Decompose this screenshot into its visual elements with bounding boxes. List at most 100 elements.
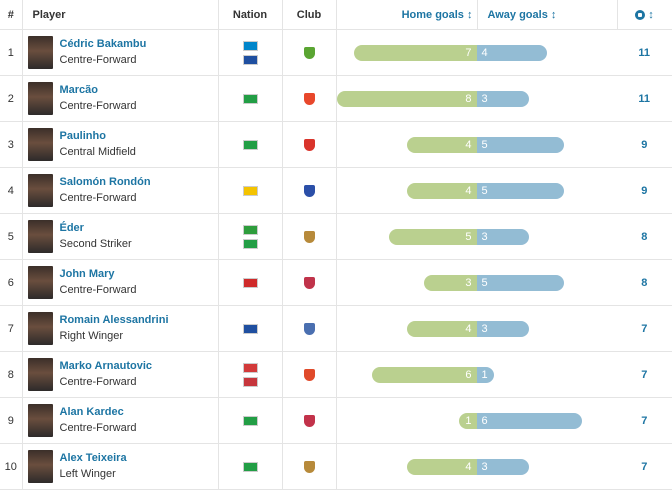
goals-bar-cell: 8 3 bbox=[336, 76, 617, 122]
away-goals-bar: 5 bbox=[476, 183, 564, 199]
rank: 1 bbox=[7, 46, 14, 59]
club-badge-icon[interactable] bbox=[303, 322, 315, 335]
home-goals-bar: 5 bbox=[389, 229, 477, 245]
goals-bar-cell: 4 5 bbox=[336, 168, 617, 214]
away-goals-bar: 4 bbox=[476, 45, 547, 61]
player-photo bbox=[27, 266, 53, 299]
total-goals[interactable]: 8 bbox=[641, 230, 648, 243]
table-row: 4 Salomón Rondón Centre-Forward 4 5 9 bbox=[0, 167, 672, 214]
total-goals[interactable]: 11 bbox=[638, 46, 651, 59]
goals-bar-cell: 5 3 bbox=[336, 214, 617, 260]
player-cell: Romain Alessandrini Right Winger bbox=[22, 305, 219, 352]
club-badge-icon[interactable] bbox=[303, 230, 315, 243]
player-name-link[interactable]: Marko Arnautovic bbox=[59, 360, 153, 372]
goals-bar-cell: 6 1 bbox=[336, 352, 617, 398]
player-name-link[interactable]: Marcão bbox=[59, 84, 99, 96]
player-position: Centre-Forward bbox=[59, 422, 137, 434]
club-badge-icon[interactable] bbox=[303, 92, 315, 105]
club-cell bbox=[282, 305, 337, 352]
player-name-link[interactable]: Éder bbox=[59, 222, 84, 234]
club-badge-icon[interactable] bbox=[303, 460, 315, 473]
player-name-link[interactable]: Salomón Rondón bbox=[59, 176, 151, 188]
rank-cell: 9 bbox=[0, 397, 23, 444]
club-badge-icon[interactable] bbox=[303, 138, 315, 151]
total-goals-cell: 7 bbox=[617, 351, 672, 398]
goals-bar-cell: 3 5 bbox=[336, 260, 617, 306]
away-goals-bar: 3 bbox=[476, 91, 529, 107]
rank: 4 bbox=[7, 184, 14, 197]
player-cell: Marko Arnautovic Centre-Forward bbox=[22, 351, 219, 398]
club-cell bbox=[282, 443, 337, 490]
flag-icon bbox=[242, 362, 258, 373]
total-goals-header[interactable]: ↕ bbox=[617, 0, 672, 30]
player-cell: Alan Kardec Centre-Forward bbox=[22, 397, 219, 444]
flag-icon bbox=[242, 376, 258, 387]
player-photo bbox=[27, 404, 53, 437]
goals-bar-cell: 1 6 bbox=[336, 398, 617, 444]
total-goals[interactable]: 7 bbox=[641, 414, 648, 427]
club-badge-icon[interactable] bbox=[303, 414, 315, 427]
club-badge-icon[interactable] bbox=[303, 368, 315, 381]
player-position: Right Winger bbox=[59, 330, 124, 342]
home-goals-bar: 6 bbox=[371, 367, 477, 383]
total-goals-cell: 9 bbox=[617, 121, 672, 168]
club-badge-icon[interactable] bbox=[303, 276, 315, 289]
total-goals-cell: 7 bbox=[617, 305, 672, 352]
away-goals-sort[interactable]: Away goals ↕ bbox=[476, 0, 557, 29]
flag-icon bbox=[242, 461, 258, 472]
rank: 2 bbox=[7, 92, 14, 105]
flag-icon bbox=[242, 139, 258, 150]
player-header: Player bbox=[22, 0, 219, 30]
home-goals-bar: 4 bbox=[406, 321, 477, 337]
club-cell bbox=[282, 213, 337, 260]
goals-header: Home goals ↕ Away goals ↕ bbox=[336, 0, 618, 30]
player-position: Left Winger bbox=[59, 468, 116, 480]
rank-cell: 3 bbox=[0, 121, 23, 168]
rank-cell: 7 bbox=[0, 305, 23, 352]
player-name-link[interactable]: Paulinho bbox=[59, 130, 106, 142]
total-goals[interactable]: 7 bbox=[641, 368, 648, 381]
total-goals-cell: 11 bbox=[617, 75, 672, 122]
home-goals-sort[interactable]: Home goals ↕ bbox=[401, 8, 473, 21]
rank: 3 bbox=[7, 138, 14, 151]
club-header: Club bbox=[282, 0, 337, 30]
player-photo bbox=[27, 450, 53, 483]
rank-cell: 1 bbox=[0, 29, 23, 76]
total-goals[interactable]: 7 bbox=[641, 322, 648, 335]
total-goals-cell: 7 bbox=[617, 397, 672, 444]
player-name-link[interactable]: Alan Kardec bbox=[59, 406, 124, 418]
total-goals[interactable]: 9 bbox=[641, 138, 648, 151]
player-photo bbox=[27, 174, 53, 207]
club-badge-icon[interactable] bbox=[303, 46, 315, 59]
club-badge-icon[interactable] bbox=[303, 184, 315, 197]
home-goals-bar: 4 bbox=[406, 137, 477, 153]
table-header-row: # Player Nation Club Home goals ↕ Away g… bbox=[0, 0, 672, 30]
nation-cell bbox=[218, 351, 283, 398]
goals-bar-cell: 7 4 bbox=[336, 30, 617, 76]
club-cell bbox=[282, 121, 337, 168]
rank-cell: 2 bbox=[0, 75, 23, 122]
total-goals[interactable]: 7 bbox=[641, 460, 648, 473]
rank-cell: 4 bbox=[0, 167, 23, 214]
player-position: Centre-Forward bbox=[59, 100, 137, 112]
player-name-link[interactable]: John Mary bbox=[59, 268, 115, 280]
total-goals[interactable]: 9 bbox=[641, 184, 648, 197]
flag-icon bbox=[242, 93, 258, 104]
away-goals-bar: 6 bbox=[476, 413, 582, 429]
player-name-link[interactable]: Romain Alessandrini bbox=[59, 314, 169, 326]
player-name-link[interactable]: Cédric Bakambu bbox=[59, 38, 147, 50]
flag-icon bbox=[242, 415, 258, 426]
rank: 9 bbox=[7, 414, 14, 427]
nation-cell bbox=[218, 213, 283, 260]
sort-icon: ↕ bbox=[467, 8, 473, 21]
table-row: 10 Alex Teixeira Left Winger 4 3 7 bbox=[0, 443, 672, 490]
total-goals[interactable]: 11 bbox=[638, 92, 651, 105]
goals-bar-cell: 4 3 bbox=[336, 444, 617, 490]
rank-cell: 5 bbox=[0, 213, 23, 260]
sort-icon: ↕ bbox=[550, 8, 557, 21]
nation-cell bbox=[218, 443, 283, 490]
total-goals[interactable]: 8 bbox=[641, 276, 648, 289]
rank: 5 bbox=[7, 230, 14, 243]
player-name-link[interactable]: Alex Teixeira bbox=[59, 452, 127, 464]
